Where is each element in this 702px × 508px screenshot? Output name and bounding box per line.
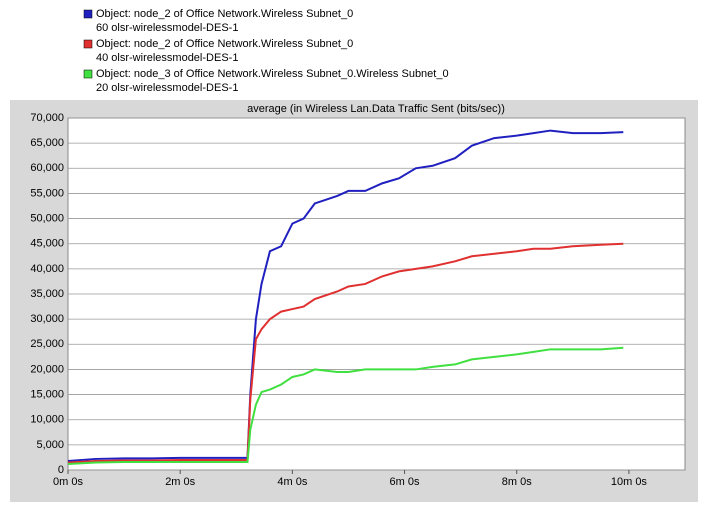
y-tick-label: 20,000 [30,363,64,375]
legend-label: Object: node_3 of Office Network.Wireles… [96,68,449,80]
y-tick-label: 0 [58,464,64,476]
y-tick-label: 55,000 [30,187,64,199]
legend-description: 40 olsr-wirelessmodel-DES-1 [96,52,238,64]
legend-swatch [83,69,93,79]
y-tick-label: 65,000 [30,137,64,149]
legend-swatch [83,39,93,49]
x-tick-label: 4m 0s [277,476,307,488]
x-tick-label: 2m 0s [165,476,195,488]
x-tick-label: 10m 0s [611,476,648,488]
y-tick-label: 40,000 [30,263,64,275]
legend-swatch [83,9,93,19]
y-tick-label: 45,000 [30,238,64,250]
x-tick-label: 8m 0s [502,476,532,488]
y-tick-label: 5,000 [36,439,64,451]
x-tick-label: 0m 0s [53,476,83,488]
y-tick-label: 30,000 [30,313,64,325]
y-tick-label: 50,000 [30,212,64,224]
legend-label: Object: node_2 of Office Network.Wireles… [96,38,353,50]
y-tick-label: 60,000 [30,162,64,174]
legend-label: Object: node_2 of Office Network.Wireles… [96,8,353,20]
series-line [67,346,624,465]
y-tick-label: 10,000 [30,414,64,426]
y-tick-label: 70,000 [30,112,64,124]
y-tick-label: 15,000 [30,388,64,400]
series-line [67,129,624,462]
chart-title: average (in Wireless Lan.Data Traffic Se… [247,103,505,115]
legend-description: 60 olsr-wirelessmodel-DES-1 [96,22,238,34]
x-tick-label: 6m 0s [390,476,420,488]
y-tick-label: 35,000 [30,288,64,300]
legend-description: 20 olsr-wirelessmodel-DES-1 [96,82,238,94]
series-line [67,242,624,464]
y-tick-label: 25,000 [30,338,64,350]
